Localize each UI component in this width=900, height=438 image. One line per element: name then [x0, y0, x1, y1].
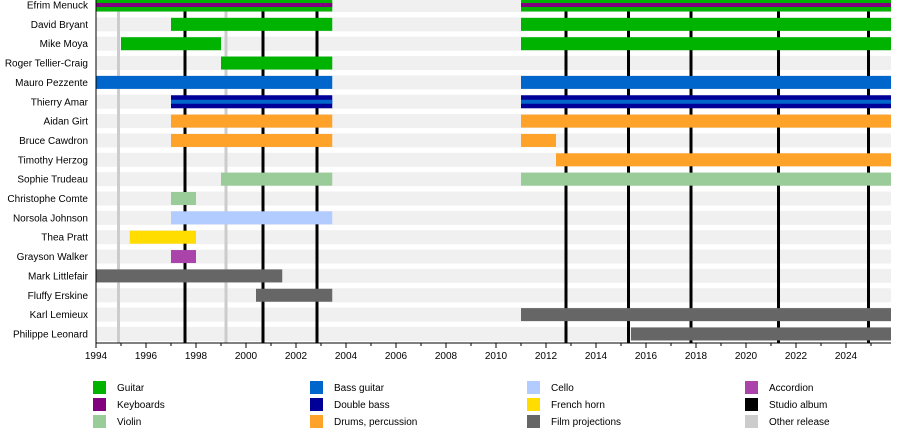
member-name: Bruce Cawdron	[19, 136, 88, 147]
legend-swatch	[745, 381, 758, 394]
x-tick-label: 2008	[435, 351, 458, 362]
member-bar	[171, 250, 196, 264]
legend-label: Studio album	[769, 400, 827, 411]
member-name: Efrim Menuck	[27, 1, 89, 12]
legend-label: Accordion	[769, 383, 813, 394]
member-name: Mark Littlefair	[28, 271, 89, 282]
legend-label: Double bass	[334, 400, 390, 411]
row-background	[96, 230, 891, 245]
legend-label: Violin	[117, 417, 141, 428]
legend-swatch	[527, 415, 540, 428]
member-bar	[556, 153, 891, 167]
row-background	[96, 56, 891, 71]
member-name: Mike Moya	[40, 39, 89, 50]
x-tick-label: 2006	[385, 351, 408, 362]
legend-label: Guitar	[117, 383, 145, 394]
member-bar	[521, 37, 891, 51]
member-bar	[521, 172, 891, 186]
legend-swatch	[745, 415, 758, 428]
legend-swatch	[527, 398, 540, 411]
legend-label: Cello	[551, 383, 574, 394]
x-tick-label: 2004	[335, 351, 358, 362]
row-background	[96, 191, 891, 206]
member-bar	[171, 192, 196, 205]
member-name: Aidan Girt	[44, 117, 89, 128]
x-tick-label: 1998	[185, 351, 208, 362]
legend-swatch	[745, 398, 758, 411]
x-tick-label: 1994	[85, 351, 108, 362]
member-name: Fluffy Erskine	[28, 291, 89, 302]
legend-swatch	[310, 415, 323, 428]
member-name: David Bryant	[31, 20, 88, 31]
member-bar-stripe	[521, 99, 891, 104]
member-name: Norsola Johnson	[13, 213, 88, 224]
member-bar	[96, 75, 333, 89]
x-tick-label: 2000	[235, 351, 258, 362]
x-tick-label: 2010	[485, 351, 508, 362]
member-name: Mauro Pezzente	[15, 78, 88, 89]
x-tick-label: 2022	[785, 351, 808, 362]
member-bar	[171, 211, 333, 225]
legend-label: Keyboards	[117, 400, 165, 411]
member-bar	[631, 327, 891, 341]
member-bar	[521, 133, 556, 147]
member-bar	[171, 114, 333, 128]
member-name: Roger Tellier-Craig	[5, 59, 88, 70]
member-bar	[96, 269, 283, 283]
legend-label: Film projections	[551, 417, 621, 428]
x-tick-label: 2018	[685, 351, 708, 362]
member-name: Grayson Walker	[17, 252, 89, 263]
x-tick-label: 2012	[535, 351, 558, 362]
legend-swatch	[93, 381, 106, 394]
member-bar	[171, 17, 333, 31]
row-background	[96, 249, 891, 264]
legend-swatch	[527, 381, 540, 394]
member-name: Thea Pratt	[41, 233, 88, 244]
legend-swatch	[93, 398, 106, 411]
member-bar	[521, 308, 891, 322]
x-tick-label: 2014	[585, 351, 608, 362]
member-name: Philippe Leonard	[13, 329, 88, 340]
member-bar	[521, 114, 891, 128]
legend-label: Bass guitar	[334, 383, 385, 394]
member-bar	[171, 133, 333, 147]
legend-swatch	[310, 381, 323, 394]
member-bar	[221, 56, 333, 70]
member-bar-stripe	[171, 99, 333, 104]
member-name: Thierry Amar	[31, 97, 89, 108]
legend-swatch	[93, 415, 106, 428]
legend-label: Drums, percussion	[334, 417, 417, 428]
member-bar	[129, 230, 196, 244]
row-background	[96, 288, 891, 303]
legend-label: Other release	[769, 417, 830, 428]
member-bar	[221, 172, 333, 186]
member-bar	[521, 75, 891, 89]
member-name: Karl Lemieux	[30, 310, 88, 321]
x-tick-label: 2024	[835, 351, 858, 362]
x-tick-label: 2020	[735, 351, 758, 362]
member-name: Timothy Herzog	[18, 155, 88, 166]
member-bar-stripe	[521, 3, 891, 7]
x-tick-label: 2002	[285, 351, 308, 362]
legend-label: French horn	[551, 400, 605, 411]
member-bar	[121, 37, 221, 51]
member-name: Christophe Comte	[7, 194, 88, 205]
member-bar	[256, 288, 333, 302]
member-bar	[521, 17, 891, 31]
x-tick-label: 2016	[635, 351, 658, 362]
member-bar-stripe	[96, 3, 333, 7]
legend-swatch	[310, 398, 323, 411]
x-tick-label: 1996	[135, 351, 158, 362]
member-name: Sophie Trudeau	[17, 175, 88, 186]
